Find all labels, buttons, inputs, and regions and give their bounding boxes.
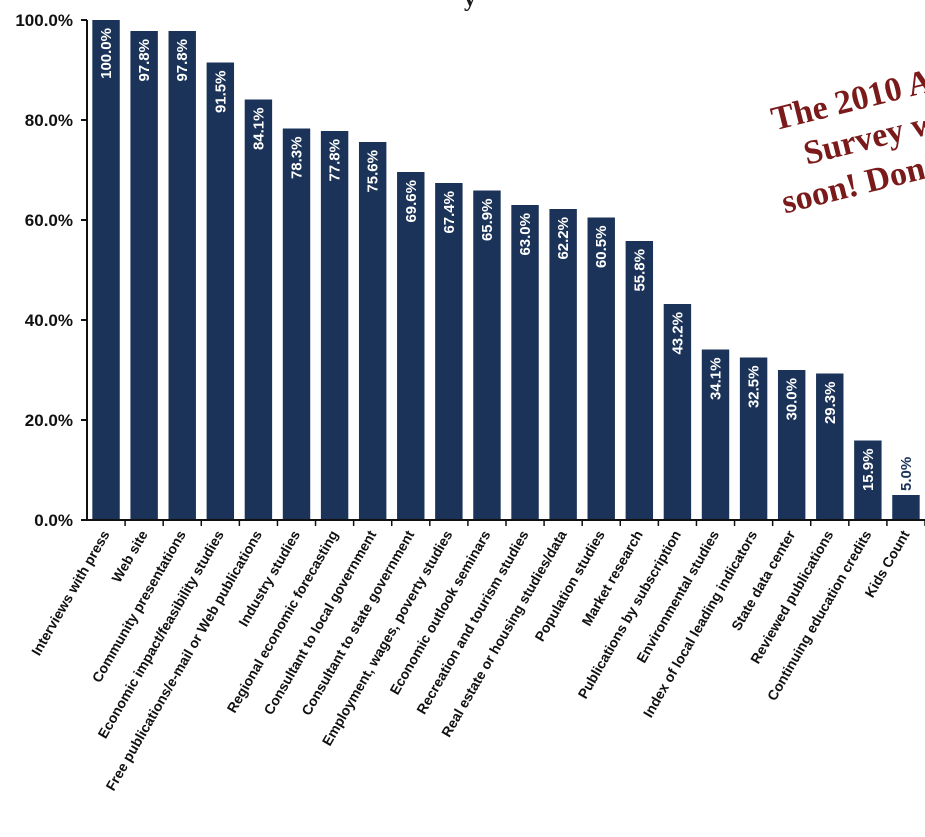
y-tick-label: 80.0%: [25, 111, 73, 130]
bar: [473, 190, 501, 520]
bar-value-label: 32.5%: [746, 366, 763, 409]
bar-value-label: 30.0%: [784, 378, 801, 421]
bar: [282, 128, 311, 520]
bar-value-label: 63.0%: [517, 213, 534, 256]
bar-value-label: 67.4%: [441, 191, 458, 234]
bar: [320, 131, 349, 520]
bar-value-label: 75.6%: [365, 150, 382, 193]
bar: [701, 349, 730, 520]
y-tick-label: 40.0%: [25, 311, 73, 330]
bar: [168, 31, 196, 520]
bar: [625, 241, 654, 520]
bar: [663, 304, 692, 520]
bar: [777, 370, 806, 520]
bar-value-label: 77.8%: [327, 139, 344, 182]
bar-value-label: 97.8%: [136, 39, 153, 82]
bar: [130, 31, 158, 520]
bar: [358, 142, 387, 520]
bar: [816, 373, 844, 520]
bar-value-label: 5.0%: [898, 457, 915, 491]
bar: [854, 440, 882, 520]
promo-banner: The 2010 AU Survey will soon! Don’t: [768, 57, 925, 222]
bar-value-label: 43.2%: [669, 312, 686, 355]
bar-value-label: 69.6%: [403, 180, 420, 223]
bar-value-label: 62.2%: [555, 217, 572, 260]
bar-value-label: 100.0%: [98, 28, 115, 79]
bar: [587, 217, 615, 520]
category-label: Web site: [108, 527, 151, 585]
bar-value-label: 60.5%: [593, 226, 610, 269]
y-tick-label: 60.0%: [25, 211, 73, 230]
bar: [892, 495, 920, 520]
bar-value-label: 65.9%: [479, 199, 496, 242]
bar: [397, 172, 425, 520]
y-tick-label: 0.0%: [34, 511, 73, 530]
category-label: Interviews with press: [28, 527, 113, 658]
bar-value-label: 34.1%: [708, 358, 725, 401]
bar: [739, 357, 768, 520]
bar: [206, 62, 235, 520]
bar: [244, 99, 273, 520]
bar-value-label: 15.9%: [860, 449, 877, 492]
category-label: Population studies: [531, 527, 608, 644]
bar-value-label: 91.5%: [212, 71, 229, 114]
bar-value-label: 29.3%: [822, 382, 839, 425]
bars-layer: 100.0% 97.8% 97.8% 91.5% 84.1% 78.3% 77.8% 75.6…: [92, 20, 920, 520]
bar-value-label: 97.8%: [174, 39, 191, 82]
chart-title-fragment: y: [464, 0, 476, 12]
bar: [435, 183, 463, 520]
bar-value-label: 84.1%: [250, 108, 267, 151]
bar: [511, 205, 539, 520]
bar: [92, 20, 120, 520]
bar-value-label: 55.8%: [631, 249, 648, 292]
bar: [549, 209, 577, 520]
y-tick-label: 100.0%: [15, 11, 73, 30]
y-tick-label: 20.0%: [25, 411, 73, 430]
bar-value-label: 78.3%: [289, 137, 306, 180]
